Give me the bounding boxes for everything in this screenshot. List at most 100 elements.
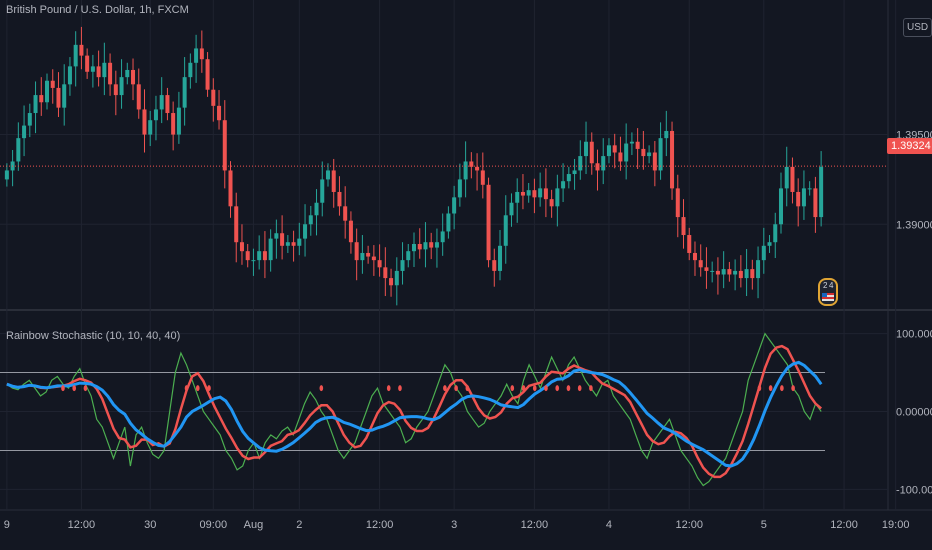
candle-body bbox=[96, 66, 101, 78]
candle-body bbox=[767, 242, 772, 246]
candle-body bbox=[22, 125, 27, 139]
candle-body bbox=[784, 166, 789, 189]
signal-dot bbox=[207, 385, 211, 392]
candle-body bbox=[710, 270, 715, 272]
main-chart-title: British Pound / U.S. Dollar, 1h, FXCM bbox=[6, 4, 189, 16]
candle-body bbox=[211, 89, 216, 106]
time-tick-label: 09:00 bbox=[200, 519, 228, 531]
candle-body bbox=[176, 107, 181, 135]
signal-dot bbox=[757, 385, 762, 392]
candle-body bbox=[790, 166, 795, 192]
candle-body bbox=[39, 95, 44, 103]
signal-dot bbox=[510, 385, 515, 392]
candle-body bbox=[744, 269, 749, 279]
candle-body bbox=[715, 270, 720, 275]
candle-body bbox=[440, 231, 445, 243]
candle-body bbox=[343, 206, 348, 221]
signal-dot bbox=[61, 385, 65, 392]
candle-body bbox=[389, 278, 394, 286]
candle-body bbox=[159, 95, 164, 110]
candle-body bbox=[773, 224, 778, 243]
candle-body bbox=[486, 184, 491, 261]
signal-dot bbox=[319, 385, 324, 392]
candle-body bbox=[217, 105, 222, 121]
signal-dot bbox=[443, 385, 447, 392]
time-tick-label: 12:00 bbox=[68, 519, 96, 531]
time-tick-label: 12:00 bbox=[521, 519, 549, 531]
candle-body bbox=[733, 270, 738, 275]
candle-body bbox=[411, 244, 417, 252]
candle-body bbox=[606, 145, 611, 157]
us-flag-icon bbox=[822, 293, 834, 301]
candle-body bbox=[308, 215, 313, 225]
candle-body bbox=[761, 245, 766, 261]
candle-body bbox=[635, 141, 640, 149]
candle-body bbox=[543, 188, 548, 200]
candle-body bbox=[50, 80, 55, 88]
candle-body bbox=[434, 242, 439, 248]
candle-body bbox=[62, 84, 67, 108]
economic-event-badge[interactable]: 2 4 bbox=[818, 278, 838, 306]
candle-body bbox=[337, 191, 342, 207]
candle-body bbox=[274, 233, 279, 239]
signal-dot bbox=[398, 385, 402, 392]
candle-body bbox=[566, 174, 571, 182]
candle-body bbox=[33, 95, 38, 114]
stochastic-slow-line bbox=[6, 360, 823, 468]
candle-body bbox=[692, 252, 697, 261]
candle-body bbox=[463, 161, 468, 180]
candle-body bbox=[498, 245, 503, 271]
candle-body bbox=[239, 242, 244, 252]
candle-body bbox=[469, 161, 474, 167]
candle-body bbox=[371, 256, 376, 261]
time-tick-label: 12:00 bbox=[830, 519, 858, 531]
candle-body bbox=[406, 251, 411, 261]
candle-body bbox=[314, 202, 319, 216]
candle-body bbox=[354, 242, 359, 261]
signal-dot bbox=[577, 385, 582, 392]
candle-body bbox=[366, 252, 371, 257]
candle-body bbox=[16, 138, 21, 162]
candle-body bbox=[142, 109, 147, 135]
signal-dot bbox=[83, 385, 88, 392]
osc-tick-label: -100.00000 bbox=[896, 484, 932, 496]
candle-body bbox=[681, 217, 686, 236]
candle-body bbox=[199, 48, 204, 60]
signal-dot bbox=[544, 385, 548, 392]
time-tick-label: 12:00 bbox=[366, 519, 394, 531]
candle-body bbox=[165, 95, 170, 114]
currency-button[interactable]: USD bbox=[903, 18, 932, 37]
candle-body bbox=[738, 270, 743, 279]
candle-body bbox=[584, 141, 589, 157]
candle-body bbox=[670, 130, 675, 189]
candle-body bbox=[383, 267, 388, 279]
candle-body bbox=[480, 170, 485, 185]
candle-body bbox=[56, 87, 61, 108]
oscillator-layer bbox=[6, 332, 823, 487]
candle-body bbox=[136, 84, 141, 110]
candle-body bbox=[325, 170, 330, 180]
stochastic-fast-line bbox=[6, 332, 822, 487]
candle-body bbox=[796, 191, 801, 207]
signal-dot bbox=[465, 385, 470, 392]
candle-body bbox=[131, 69, 136, 85]
time-tick-label: 12:00 bbox=[675, 519, 703, 531]
candle-body bbox=[704, 267, 709, 271]
candle-body bbox=[188, 62, 193, 78]
candle-body bbox=[148, 120, 153, 135]
candle-body bbox=[400, 260, 405, 271]
event-count: 2 bbox=[823, 281, 828, 290]
candle-body bbox=[257, 251, 262, 261]
candle-body bbox=[652, 152, 657, 171]
signal-dot bbox=[184, 385, 189, 392]
candle-body bbox=[331, 170, 336, 192]
candle-body bbox=[27, 113, 32, 126]
candle-body bbox=[658, 138, 663, 171]
candle-body bbox=[813, 188, 818, 218]
time-tick-label: Aug bbox=[244, 519, 264, 531]
candle-body bbox=[125, 69, 130, 78]
candle-body bbox=[750, 269, 755, 279]
candle-body bbox=[520, 191, 525, 196]
candle-body bbox=[251, 260, 256, 262]
